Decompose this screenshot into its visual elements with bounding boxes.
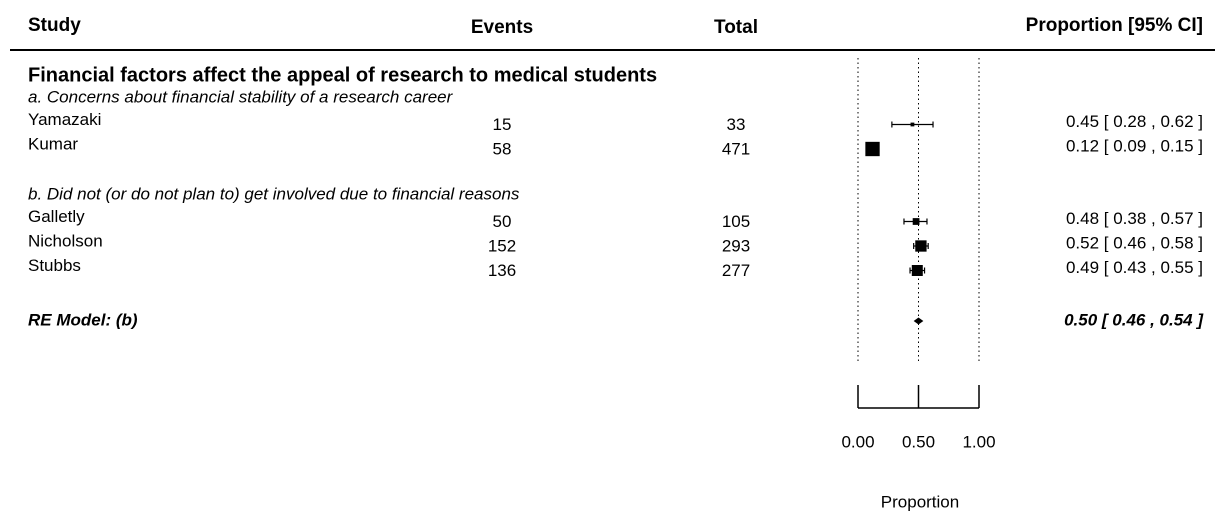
- study-name: Kumar: [28, 134, 78, 153]
- study-name: Yamazaki: [28, 110, 101, 129]
- x-tick-label: 0.50: [902, 432, 935, 451]
- total: 471: [722, 139, 750, 158]
- summary-diamond: [913, 317, 924, 325]
- point-estimate: [910, 122, 915, 127]
- x-tick-label: 1.00: [962, 432, 995, 451]
- total: 293: [722, 236, 750, 255]
- summary-name: RE Model: (b): [28, 310, 138, 329]
- events: 15: [493, 115, 512, 134]
- study-name: Nicholson: [28, 231, 103, 250]
- x-axis-label: Proportion: [881, 492, 959, 511]
- events: 50: [493, 212, 512, 231]
- events: 58: [493, 139, 512, 158]
- x-tick-label: 0.00: [841, 432, 874, 451]
- point-estimate: [912, 218, 920, 225]
- subgroup-label: a. Concerns about financial stability of…: [28, 87, 454, 106]
- point-estimate: [911, 265, 923, 276]
- header-estimate: Proportion [95% CI]: [1026, 15, 1203, 36]
- ci-label: 0.49 [ 0.43 , 0.55 ]: [1066, 258, 1203, 277]
- total: 277: [722, 261, 750, 280]
- ci-label: 0.12 [ 0.09 , 0.15 ]: [1066, 136, 1203, 155]
- group-title: Financial factors affect the appeal of r…: [28, 64, 657, 86]
- header-study: Study: [28, 15, 81, 36]
- point-estimate: [915, 240, 927, 252]
- header-total: Total: [714, 17, 758, 38]
- ci-label: 0.45 [ 0.28 , 0.62 ]: [1066, 112, 1203, 131]
- ci-label: 0.52 [ 0.46 , 0.58 ]: [1066, 233, 1203, 252]
- ci-label: 0.48 [ 0.38 , 0.57 ]: [1066, 209, 1203, 228]
- point-estimate: [865, 141, 880, 157]
- total: 33: [727, 115, 746, 134]
- study-name: Stubbs: [28, 256, 81, 275]
- study-name: Galletly: [28, 207, 85, 226]
- summary-label: 0.50 [ 0.46 , 0.54 ]: [1064, 310, 1204, 329]
- events: 152: [488, 236, 516, 255]
- subgroup-label: b. Did not (or do not plan to) get invol…: [28, 184, 520, 203]
- events: 136: [488, 261, 516, 280]
- header-events: Events: [471, 17, 533, 38]
- total: 105: [722, 212, 750, 231]
